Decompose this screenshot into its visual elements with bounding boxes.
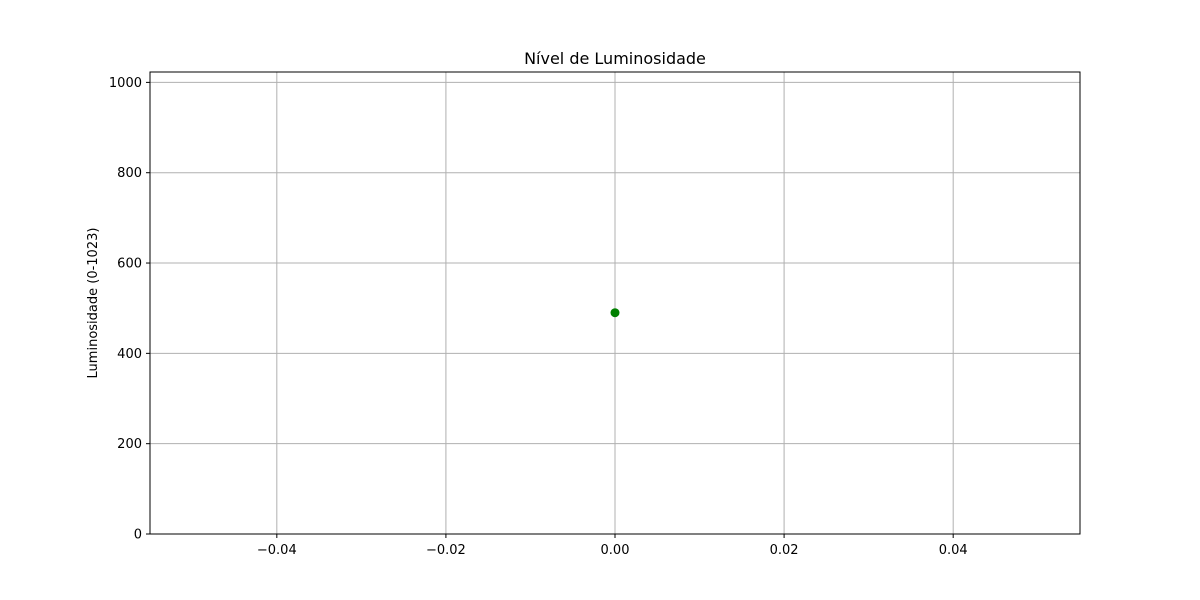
y-axis: 0 200 400 600 800 1000 [109, 76, 150, 543]
x-tick-label: −0.04 [257, 543, 297, 558]
y-tick-label: 1000 [109, 76, 142, 91]
y-tick-label: 400 [117, 347, 142, 362]
chart-title: Nível de Luminosidade [524, 49, 706, 68]
x-tick-label: 0.04 [939, 543, 968, 558]
y-axis-label: Luminosidade (0-1023) [86, 228, 101, 379]
y-tick-label: 800 [117, 166, 142, 181]
data-point [610, 308, 620, 318]
x-tick-label: 0.02 [770, 543, 799, 558]
x-axis: −0.04 −0.02 0.00 0.02 0.04 [257, 534, 968, 558]
x-tick-label: 0.00 [601, 543, 630, 558]
y-tick-label: 200 [117, 437, 142, 452]
data-points [610, 308, 620, 318]
y-tick-label: 600 [117, 257, 142, 272]
y-tick-label: 0 [134, 528, 142, 543]
x-tick-label: −0.02 [426, 543, 466, 558]
grid [150, 72, 1080, 535]
